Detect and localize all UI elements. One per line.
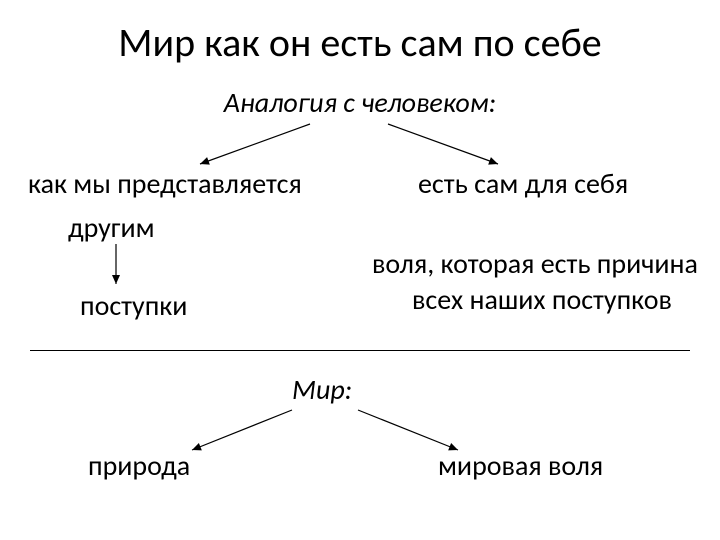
node-left-3: поступки xyxy=(80,288,187,323)
node-right-2: воля, которая есть причина xyxy=(372,246,698,281)
node-right-3: всех наших поступков xyxy=(412,282,672,317)
node-mir: Мир: xyxy=(292,372,352,407)
node-left-1: как мы представляется xyxy=(28,166,302,201)
divider xyxy=(30,350,690,351)
slide: Мир как он есть сам по себе Аналогия с ч… xyxy=(0,0,720,540)
node-volya: мировая воля xyxy=(438,448,603,483)
node-right-1: есть сам для себя xyxy=(418,166,628,201)
node-priroda: природа xyxy=(88,448,190,483)
node-left-2: другим xyxy=(68,210,155,245)
slide-subtitle: Аналогия с человеком: xyxy=(0,85,720,120)
slide-title: Мир как он есть сам по себе xyxy=(0,18,720,67)
